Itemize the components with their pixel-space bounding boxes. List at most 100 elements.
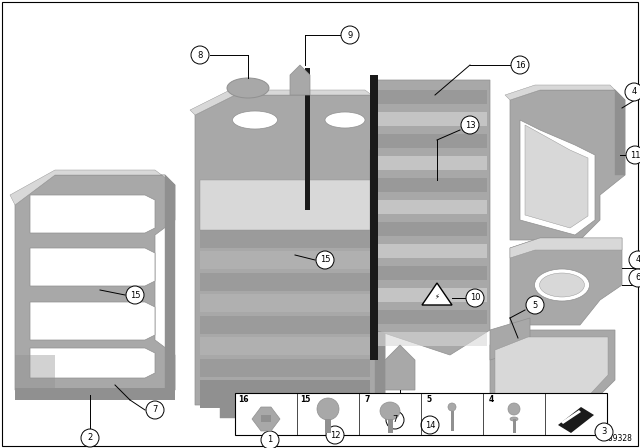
Ellipse shape bbox=[629, 251, 640, 269]
Polygon shape bbox=[370, 75, 378, 360]
Polygon shape bbox=[495, 337, 608, 405]
Polygon shape bbox=[378, 310, 487, 324]
Text: ⚡: ⚡ bbox=[435, 294, 440, 300]
Ellipse shape bbox=[625, 83, 640, 101]
Text: 15: 15 bbox=[300, 395, 310, 404]
Text: 5: 5 bbox=[426, 395, 431, 404]
Polygon shape bbox=[330, 395, 360, 405]
Polygon shape bbox=[378, 134, 487, 148]
Polygon shape bbox=[15, 388, 175, 400]
Polygon shape bbox=[378, 90, 487, 104]
Ellipse shape bbox=[386, 411, 404, 429]
Ellipse shape bbox=[325, 112, 365, 128]
Polygon shape bbox=[378, 222, 487, 236]
Polygon shape bbox=[165, 175, 175, 390]
Text: 9: 9 bbox=[348, 30, 353, 39]
Ellipse shape bbox=[317, 398, 339, 420]
FancyBboxPatch shape bbox=[235, 393, 607, 435]
Polygon shape bbox=[378, 112, 487, 126]
Ellipse shape bbox=[341, 26, 359, 44]
Polygon shape bbox=[505, 85, 625, 100]
Ellipse shape bbox=[326, 426, 344, 444]
Ellipse shape bbox=[595, 423, 613, 441]
Ellipse shape bbox=[461, 116, 479, 134]
Polygon shape bbox=[200, 230, 370, 248]
Polygon shape bbox=[490, 330, 615, 410]
Polygon shape bbox=[220, 408, 360, 418]
Polygon shape bbox=[10, 170, 175, 205]
Ellipse shape bbox=[261, 431, 279, 448]
Polygon shape bbox=[510, 90, 625, 240]
Text: 7: 7 bbox=[364, 395, 370, 404]
Text: 4: 4 bbox=[632, 87, 637, 96]
Text: 16: 16 bbox=[237, 395, 248, 404]
Polygon shape bbox=[200, 337, 370, 355]
Text: 2: 2 bbox=[88, 434, 93, 443]
Polygon shape bbox=[30, 302, 155, 340]
Polygon shape bbox=[558, 407, 594, 433]
Polygon shape bbox=[375, 80, 490, 355]
Polygon shape bbox=[387, 419, 392, 433]
Polygon shape bbox=[200, 380, 370, 408]
Text: 7: 7 bbox=[152, 405, 157, 414]
Polygon shape bbox=[378, 200, 487, 214]
Polygon shape bbox=[200, 380, 370, 398]
Polygon shape bbox=[30, 248, 155, 286]
Polygon shape bbox=[261, 415, 271, 422]
Ellipse shape bbox=[526, 296, 544, 314]
Text: 6: 6 bbox=[636, 273, 640, 283]
Text: 4: 4 bbox=[636, 255, 640, 264]
Polygon shape bbox=[200, 316, 370, 334]
Ellipse shape bbox=[316, 251, 334, 269]
Text: 16: 16 bbox=[515, 60, 525, 69]
Polygon shape bbox=[378, 244, 487, 258]
Polygon shape bbox=[378, 266, 487, 280]
Text: 3: 3 bbox=[602, 427, 607, 436]
Polygon shape bbox=[510, 238, 622, 325]
Polygon shape bbox=[525, 125, 588, 228]
Text: 7: 7 bbox=[392, 415, 397, 425]
Text: 11: 11 bbox=[630, 151, 640, 159]
Text: 13: 13 bbox=[465, 121, 476, 129]
Polygon shape bbox=[200, 180, 370, 230]
Polygon shape bbox=[30, 195, 155, 233]
Ellipse shape bbox=[232, 111, 278, 129]
Polygon shape bbox=[375, 95, 385, 405]
Polygon shape bbox=[510, 238, 622, 258]
Polygon shape bbox=[378, 178, 487, 192]
Ellipse shape bbox=[421, 416, 439, 434]
Polygon shape bbox=[200, 294, 370, 312]
Polygon shape bbox=[15, 355, 55, 390]
Polygon shape bbox=[325, 419, 331, 433]
Polygon shape bbox=[200, 358, 370, 377]
Ellipse shape bbox=[508, 403, 520, 415]
Ellipse shape bbox=[81, 429, 99, 447]
Ellipse shape bbox=[466, 289, 484, 307]
Ellipse shape bbox=[626, 146, 640, 164]
Polygon shape bbox=[378, 288, 487, 302]
Ellipse shape bbox=[511, 56, 529, 74]
Polygon shape bbox=[378, 332, 487, 346]
Polygon shape bbox=[520, 120, 595, 235]
Polygon shape bbox=[305, 68, 310, 210]
Polygon shape bbox=[290, 65, 310, 95]
Polygon shape bbox=[190, 90, 385, 115]
Ellipse shape bbox=[629, 269, 640, 287]
Polygon shape bbox=[513, 419, 515, 433]
Ellipse shape bbox=[540, 273, 584, 297]
Polygon shape bbox=[451, 411, 454, 431]
Polygon shape bbox=[615, 90, 625, 175]
Ellipse shape bbox=[191, 46, 209, 64]
Ellipse shape bbox=[510, 417, 518, 421]
Ellipse shape bbox=[534, 269, 589, 301]
Text: 4: 4 bbox=[488, 395, 493, 404]
Text: 8: 8 bbox=[197, 51, 203, 60]
Text: 1: 1 bbox=[268, 435, 273, 444]
Polygon shape bbox=[15, 175, 175, 390]
Polygon shape bbox=[195, 95, 385, 405]
Text: 15: 15 bbox=[130, 290, 140, 300]
Text: 14: 14 bbox=[425, 421, 435, 430]
Text: 10: 10 bbox=[470, 293, 480, 302]
Polygon shape bbox=[422, 283, 452, 305]
Ellipse shape bbox=[227, 78, 269, 98]
